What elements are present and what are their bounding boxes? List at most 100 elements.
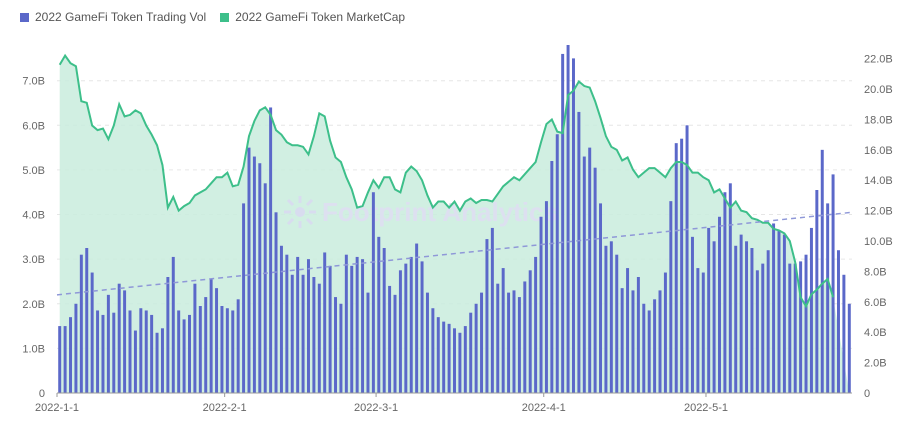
trading-vol-bar: [512, 290, 516, 393]
trading-vol-bar: [523, 281, 527, 393]
trading-vol-bar: [555, 134, 559, 393]
trading-vol-bar: [377, 236, 381, 393]
trading-vol-bar: [425, 292, 429, 393]
trading-vol-bar: [528, 270, 532, 393]
trading-vol-bar: [609, 241, 613, 393]
trading-vol-bar: [290, 274, 294, 393]
legend: 2022 GameFi Token Trading Vol 2022 GameF…: [20, 10, 405, 24]
trading-vol-bar: [393, 294, 397, 393]
trading-vol-bar: [247, 147, 251, 393]
y-left-tick-label: 0: [39, 388, 45, 400]
y-right-tick-label: 4.0B: [864, 327, 887, 339]
watermark: Footprint Analytics: [284, 196, 558, 228]
y-left-tick-label: 1.0B: [22, 343, 45, 355]
trading-vol-bar: [344, 254, 348, 393]
trading-vol-bar: [404, 263, 408, 393]
legend-item-marketcap[interactable]: 2022 GameFi Token MarketCap: [220, 10, 405, 24]
trading-vol-bar: [388, 285, 392, 393]
trading-vol-bar: [723, 192, 727, 393]
trading-vol-bar: [334, 297, 338, 393]
trading-vol-bar: [415, 243, 419, 393]
y-left-tick-label: 6.0B: [22, 120, 45, 132]
trading-vol-bar: [782, 234, 786, 393]
y-left-tick-label: 5.0B: [22, 165, 45, 177]
trading-vol-bar: [826, 203, 830, 393]
y-right-tick-label: 12.0B: [864, 206, 893, 218]
legend-swatch-trading-vol: [20, 12, 29, 22]
trading-vol-bar: [74, 303, 78, 393]
trading-vol-bar: [69, 317, 73, 393]
trading-vol-bar: [631, 290, 635, 393]
y-left-tick-label: 7.0B: [22, 76, 45, 88]
y-right-tick-label: 16.0B: [864, 145, 893, 157]
trading-vol-bar: [269, 107, 273, 393]
trading-vol-bar: [182, 319, 186, 393]
trading-vol-bar: [734, 245, 738, 393]
trading-vol-bar: [620, 288, 624, 393]
trading-vol-bar: [739, 234, 743, 393]
trading-vol-bar: [507, 292, 511, 393]
trading-vol-bar: [490, 227, 494, 393]
trading-vol-bar: [128, 310, 132, 393]
trading-vol-bar: [663, 272, 667, 393]
trading-vol-bar: [642, 303, 646, 393]
y-right-tick-label: 2.0B: [864, 358, 887, 370]
trading-vol-bar: [312, 277, 316, 393]
trading-vol-bar: [690, 236, 694, 393]
y-right-tick-label: 10.0B: [864, 236, 893, 248]
trading-vol-bar: [101, 314, 105, 393]
trading-vol-bar: [534, 256, 538, 393]
trading-vol-bar: [836, 250, 840, 393]
trading-vol-bar: [117, 283, 121, 393]
trading-vol-bar: [485, 239, 489, 393]
trading-vol-bar: [296, 256, 300, 393]
trading-vol-bar: [496, 283, 500, 393]
trading-vol-bar: [544, 201, 548, 393]
trading-vol-bar: [685, 125, 689, 394]
trading-vol-bar: [144, 310, 148, 393]
trading-vol-bar: [820, 149, 824, 393]
trading-vol-bar: [577, 111, 581, 393]
x-tick-label: 2022-2-1: [203, 402, 247, 414]
trading-vol-bar: [517, 297, 521, 393]
trading-vol-bar: [772, 223, 776, 393]
y-right-tick-label: 6.0B: [864, 297, 887, 309]
trading-vol-bar: [674, 143, 678, 393]
trading-vol-bar: [306, 259, 310, 393]
y-right-tick-label: 18.0B: [864, 114, 893, 126]
trading-vol-bar: [809, 227, 813, 393]
trading-vol-bar: [615, 254, 619, 393]
trading-vol-bar: [382, 248, 386, 393]
trading-vol-bar: [112, 312, 116, 393]
trading-vol-bar: [842, 274, 846, 393]
trading-vol-bar: [371, 192, 375, 393]
trading-vol-bar: [317, 283, 321, 393]
trading-vol-bar: [831, 174, 835, 393]
trading-vol-bar: [420, 261, 424, 393]
y-left-tick-label: 3.0B: [22, 254, 45, 266]
trading-vol-bar: [658, 290, 662, 393]
trading-vol-bar: [847, 303, 851, 393]
trading-vol-bar: [582, 156, 586, 393]
trading-vol-bar: [436, 317, 440, 393]
trading-vol-bar: [750, 248, 754, 393]
y-right-tick-label: 14.0B: [864, 175, 893, 187]
x-tick-label: 2022-4-1: [522, 402, 566, 414]
marketcap-line-layer: [58, 53, 835, 309]
legend-item-trading-vol[interactable]: 2022 GameFi Token Trading Vol: [20, 10, 206, 24]
trading-vol-bar: [63, 326, 67, 393]
trading-vol-bar: [96, 310, 100, 393]
volume-trend-line: [56, 211, 853, 296]
trading-vol-bar: [561, 53, 565, 394]
marketcap-area-layer: [59, 55, 850, 394]
trading-vol-bar: [636, 277, 640, 393]
trading-vol-bar: [204, 297, 208, 393]
trading-vol-bar: [85, 248, 89, 393]
trading-vol-bar: [804, 254, 808, 393]
trading-vol-bar: [209, 279, 213, 393]
trading-vol-bar: [355, 256, 359, 393]
trading-vol-bar: [599, 203, 603, 393]
trading-vol-bar: [469, 312, 473, 393]
